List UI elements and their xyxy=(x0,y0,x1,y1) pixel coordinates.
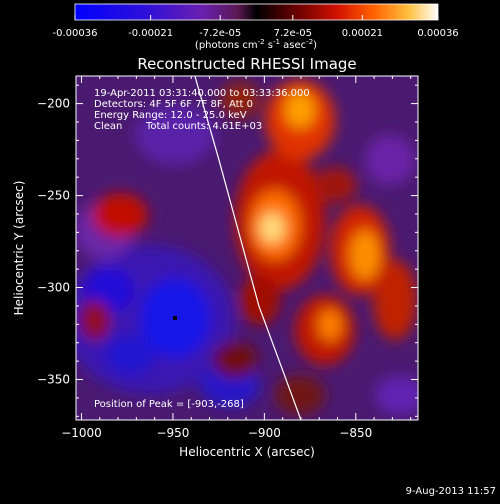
y-tick-label: −250 xyxy=(37,189,70,203)
annotation-time-range: 19-Apr-2011 03:31:40.000 to 03:33:36.000 xyxy=(94,88,310,99)
colorbar-units: (photons cm-2 s-1 asec-2) xyxy=(195,38,317,51)
colorbar-tick-label: 7.2e-05 xyxy=(274,28,312,39)
heatmap-region xyxy=(373,260,417,340)
heatmap-region xyxy=(135,105,215,165)
footer-date: 9-Aug-2013 11:57 xyxy=(406,486,496,497)
heatmap-blobs xyxy=(76,80,418,415)
y-axis-label: Heliocentric Y (arcsec) xyxy=(12,181,26,316)
x-tick-label: −950 xyxy=(156,426,189,440)
colorbar-tick-label: -0.00021 xyxy=(128,28,173,39)
annotation-peak-position: Position of Peak = [-903,-268] xyxy=(94,399,244,410)
minimum-marker xyxy=(173,316,177,320)
colorbar-tick-label: -0.00036 xyxy=(53,28,98,39)
x-tick-label: −1000 xyxy=(61,426,102,440)
x-tick-label: −900 xyxy=(248,426,281,440)
y-axis-ticks: −350 −300 −250 −200 xyxy=(37,84,418,417)
annotation-total-counts: Total counts: 4.61E+03 xyxy=(145,121,262,132)
colorbar-gradient xyxy=(74,3,439,21)
heatmap-region xyxy=(105,335,155,375)
heatmap-region xyxy=(313,167,357,203)
heatmap-region xyxy=(260,213,284,243)
colorbar-ticks: -0.00036 -0.00021 -7.2e-05 7.2e-05 0.00021 0.… xyxy=(53,15,459,39)
solar-limb-curve xyxy=(194,76,302,420)
x-tick-label: −850 xyxy=(339,426,372,440)
heatmap-region xyxy=(318,309,342,341)
heatmap-image xyxy=(76,76,418,420)
colorbar-tick-label: -7.2e-05 xyxy=(199,28,241,39)
heatmap-region xyxy=(80,300,110,340)
heatmap-region xyxy=(365,135,415,185)
colorbar: -0.00036 -0.00021 -7.2e-05 7.2e-05 0.00021 0.… xyxy=(53,3,459,51)
x-axis-label: Heliocentric X (arcsec) xyxy=(179,445,315,459)
heatmap-region xyxy=(220,82,260,118)
annotation-clean: Clean xyxy=(94,121,122,132)
annotation-energy-range: Energy Range: 12.0 - 25.0 keV xyxy=(94,110,247,121)
y-tick-label: −300 xyxy=(37,281,70,295)
heatmap-region xyxy=(240,275,280,325)
annotation-detectors: Detectors: 4F 5F 6F 7F 8F, Att 0 xyxy=(94,99,253,110)
chart-title: Reconstructed RHESSI Image xyxy=(137,55,356,73)
heatmap-region xyxy=(213,342,257,378)
plot-frame xyxy=(75,75,419,421)
y-tick-label: −350 xyxy=(37,373,70,387)
x-axis-ticks: −1000 −950 −900 −850 xyxy=(61,76,412,440)
colorbar-tick-label: 0.00036 xyxy=(417,28,458,39)
colorbar-tick-label: 0.00021 xyxy=(342,28,383,39)
heatmap-region xyxy=(350,230,380,280)
heatmap-region xyxy=(375,375,418,415)
heatmap-region xyxy=(285,92,315,128)
heatmap-region xyxy=(92,193,148,237)
y-tick-label: −200 xyxy=(37,97,70,111)
annotation-block: 19-Apr-2011 03:31:40.000 to 03:33:36.000… xyxy=(94,88,310,410)
heatmap-region xyxy=(275,375,325,415)
